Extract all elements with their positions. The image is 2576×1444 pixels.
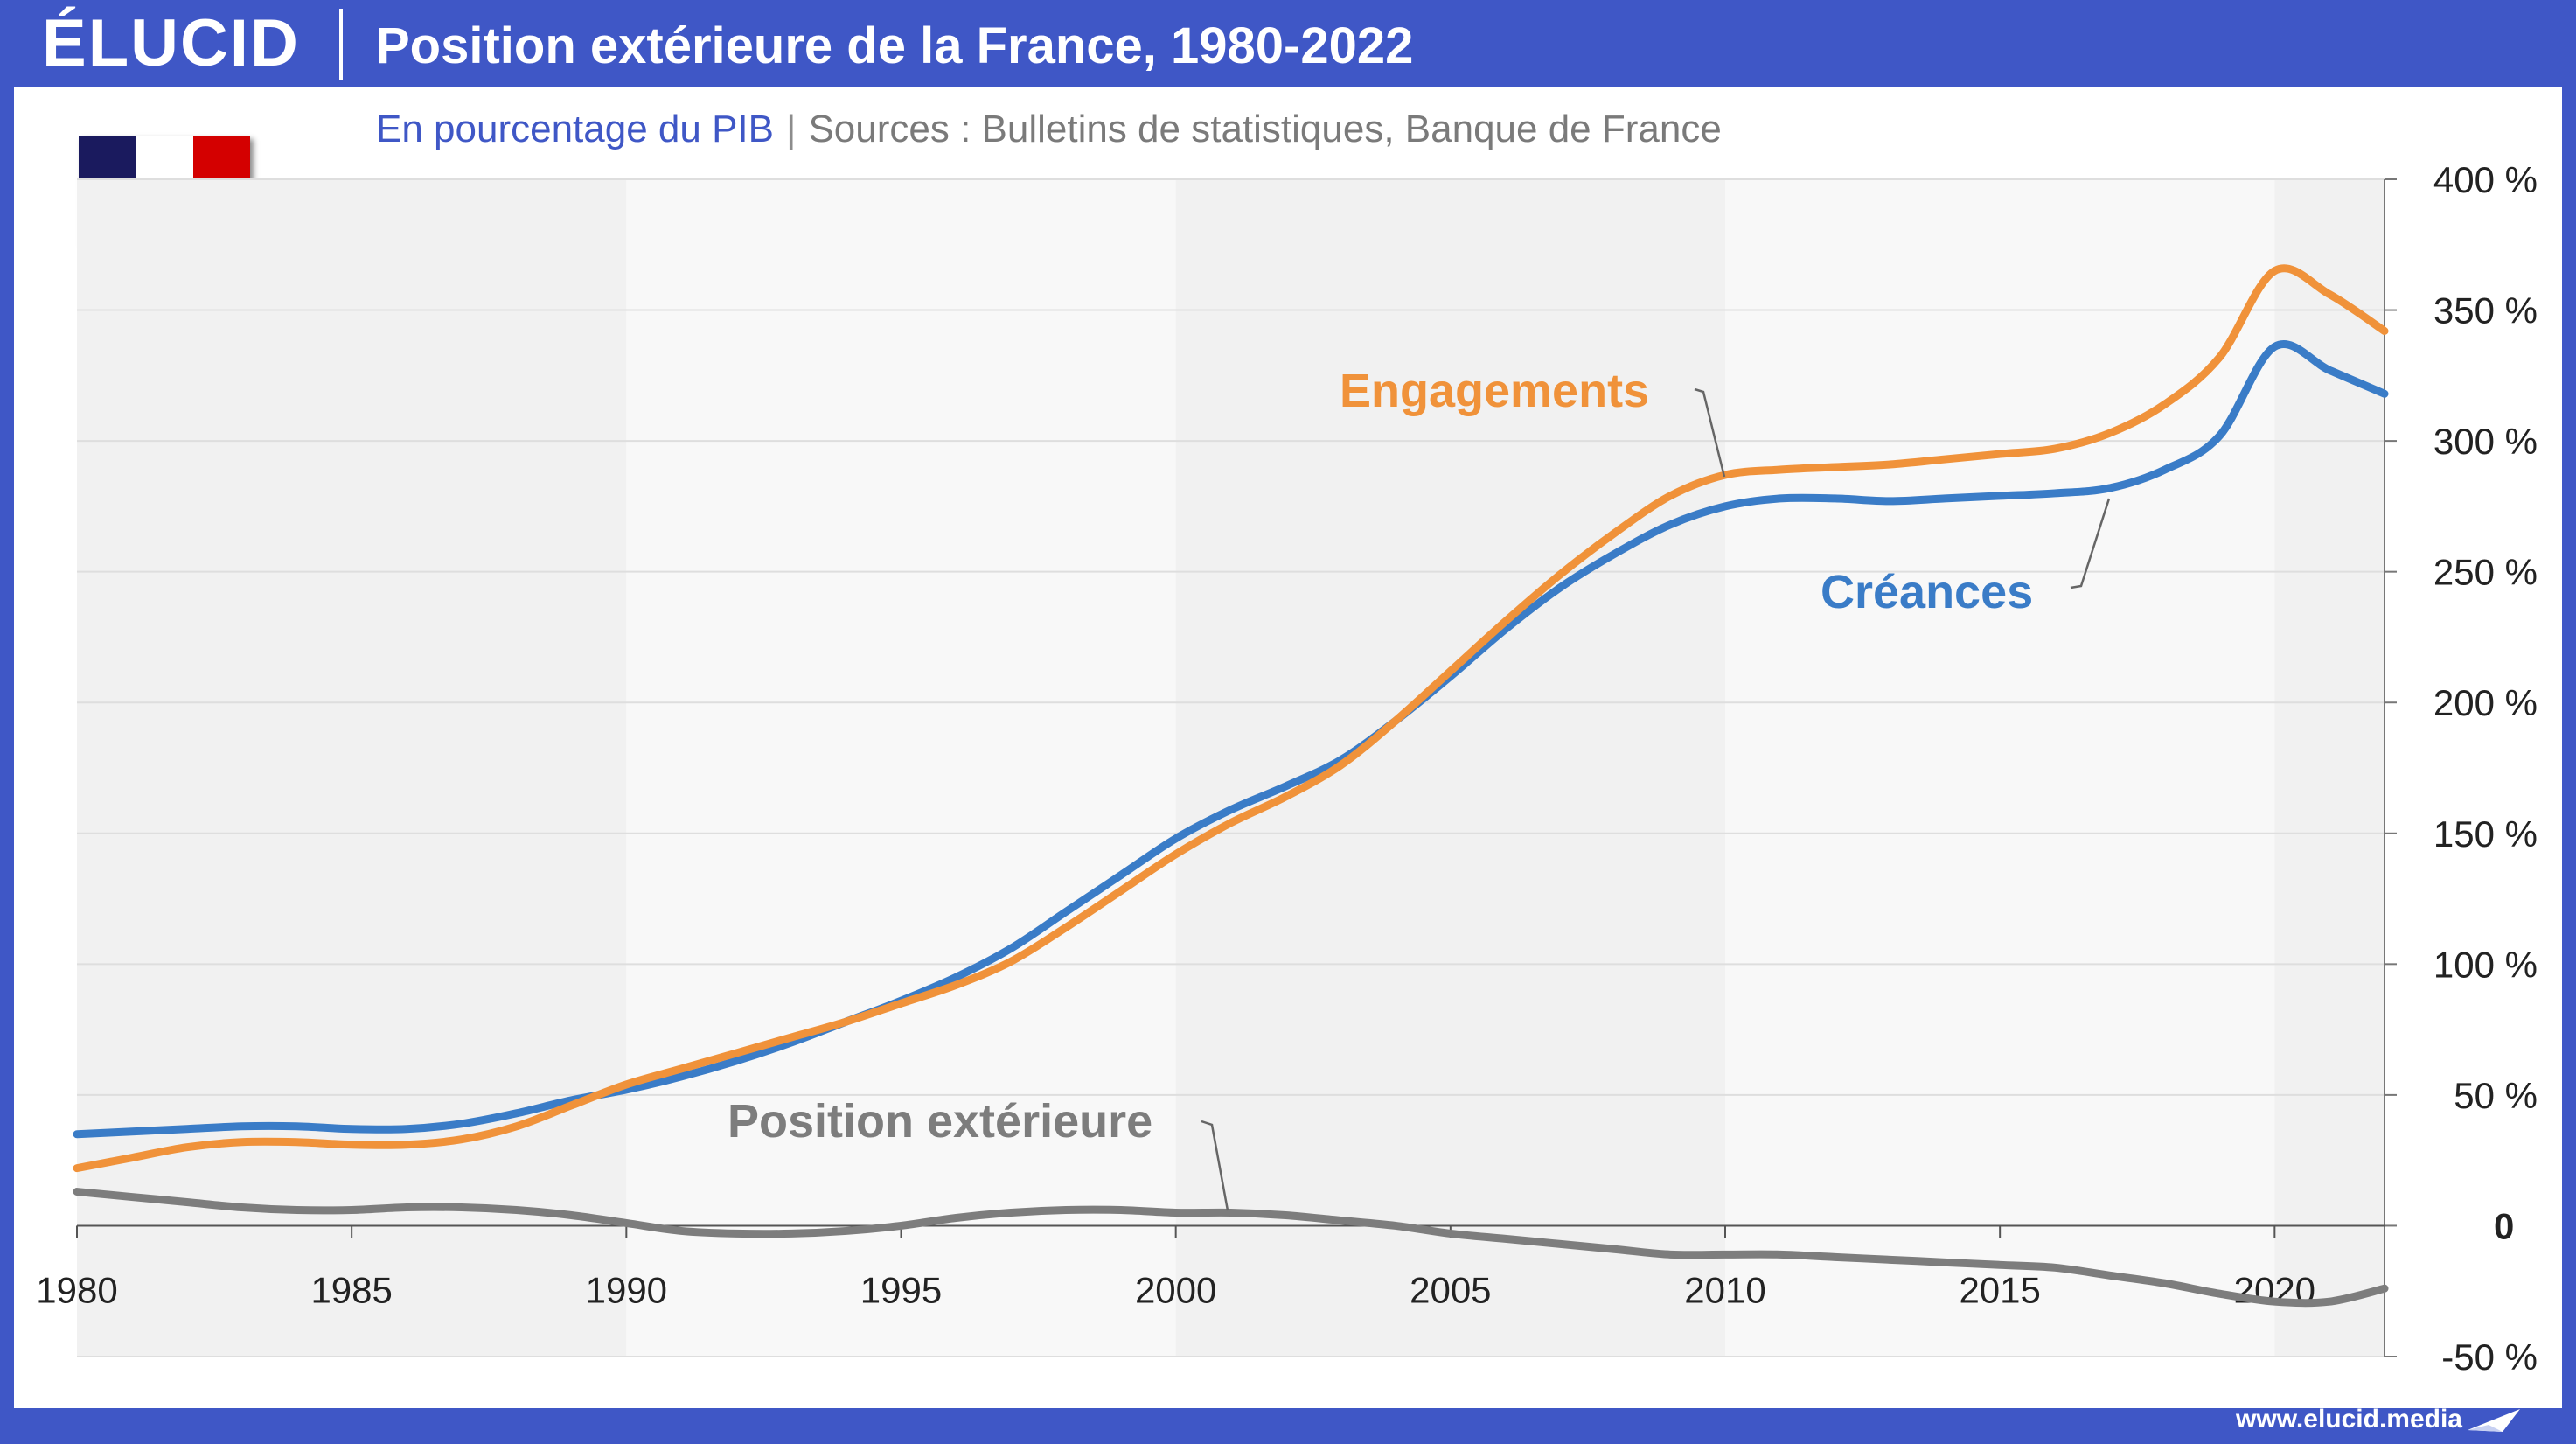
series-line-engagements <box>73 264 2389 1173</box>
chart-title: Position extérieure de la France, 1980-2… <box>376 17 1414 74</box>
leader-line <box>1694 387 1726 478</box>
leader-line <box>1201 1120 1229 1211</box>
x-tick-label: 1995 <box>860 1269 942 1310</box>
sources-label: Sources : Bulletins de statistiques, Ban… <box>808 108 1722 150</box>
paper-plane-icon <box>2468 1409 2520 1432</box>
chart-subtitle: En pourcentage du PIB | Sources : Bulletin… <box>376 105 1722 154</box>
y-tick-label: 350 % <box>2433 290 2538 331</box>
y-tick-label: 0 <box>2494 1205 2514 1246</box>
y-tick-label: 300 % <box>2433 421 2538 462</box>
x-tick-label: 1990 <box>586 1269 667 1310</box>
unit-label: En pourcentage du PIB <box>376 108 774 150</box>
x-tick-label: 1980 <box>36 1269 117 1310</box>
y-tick-label: -50 % <box>2441 1336 2538 1378</box>
period-band <box>1175 179 1725 1357</box>
y-tick-label: 400 % <box>2433 159 2538 200</box>
axes: 400 % 350 % 300 % 250 % 200 % 150 % 100 % 50 % 0… <box>36 159 2538 1378</box>
x-tick-label: 1985 <box>310 1269 392 1310</box>
y-tick-label: 50 % <box>2454 1075 2538 1116</box>
period-band <box>1725 179 2275 1357</box>
y-tick-label: 200 % <box>2433 682 2538 723</box>
y-tick-label: 100 % <box>2433 944 2538 985</box>
series-line-position <box>73 1188 2389 1308</box>
period-bands <box>77 179 2385 1357</box>
leader-line <box>2070 498 2111 589</box>
elucid-logo: ÉLUCID <box>42 6 300 80</box>
series-lines <box>73 264 2389 1308</box>
series-labels: Engagements Créances Position extérieure <box>728 365 2111 1211</box>
period-band <box>626 179 1176 1357</box>
series-label-engagements: Engagements <box>1340 365 1649 417</box>
footer-url: www.elucid.media <box>2236 1405 2462 1434</box>
gridlines <box>77 178 2385 1357</box>
x-tick-label: 2015 <box>1959 1269 2040 1310</box>
x-tick-label: 2010 <box>1684 1269 1765 1310</box>
x-tick-label: 2000 <box>1135 1269 1216 1310</box>
logo-divider <box>339 9 343 80</box>
series-line-creances <box>73 340 2389 1139</box>
series-label-creances: Créances <box>1821 566 2033 618</box>
series-label-position: Position extérieure <box>728 1095 1152 1148</box>
period-band <box>77 179 627 1357</box>
x-tick-label: 2005 <box>1410 1269 1491 1310</box>
subtitle-separator: | <box>786 108 797 150</box>
header-bar: ÉLUCID Position extérieure de la France,… <box>0 0 2576 87</box>
line-chart: 400 % 350 % 300 % 250 % 200 % 150 % 100 % 50 % 0… <box>36 159 2538 1378</box>
y-tick-label: 150 % <box>2433 813 2538 855</box>
y-tick-label: 250 % <box>2433 552 2538 593</box>
period-band <box>2274 179 2385 1357</box>
